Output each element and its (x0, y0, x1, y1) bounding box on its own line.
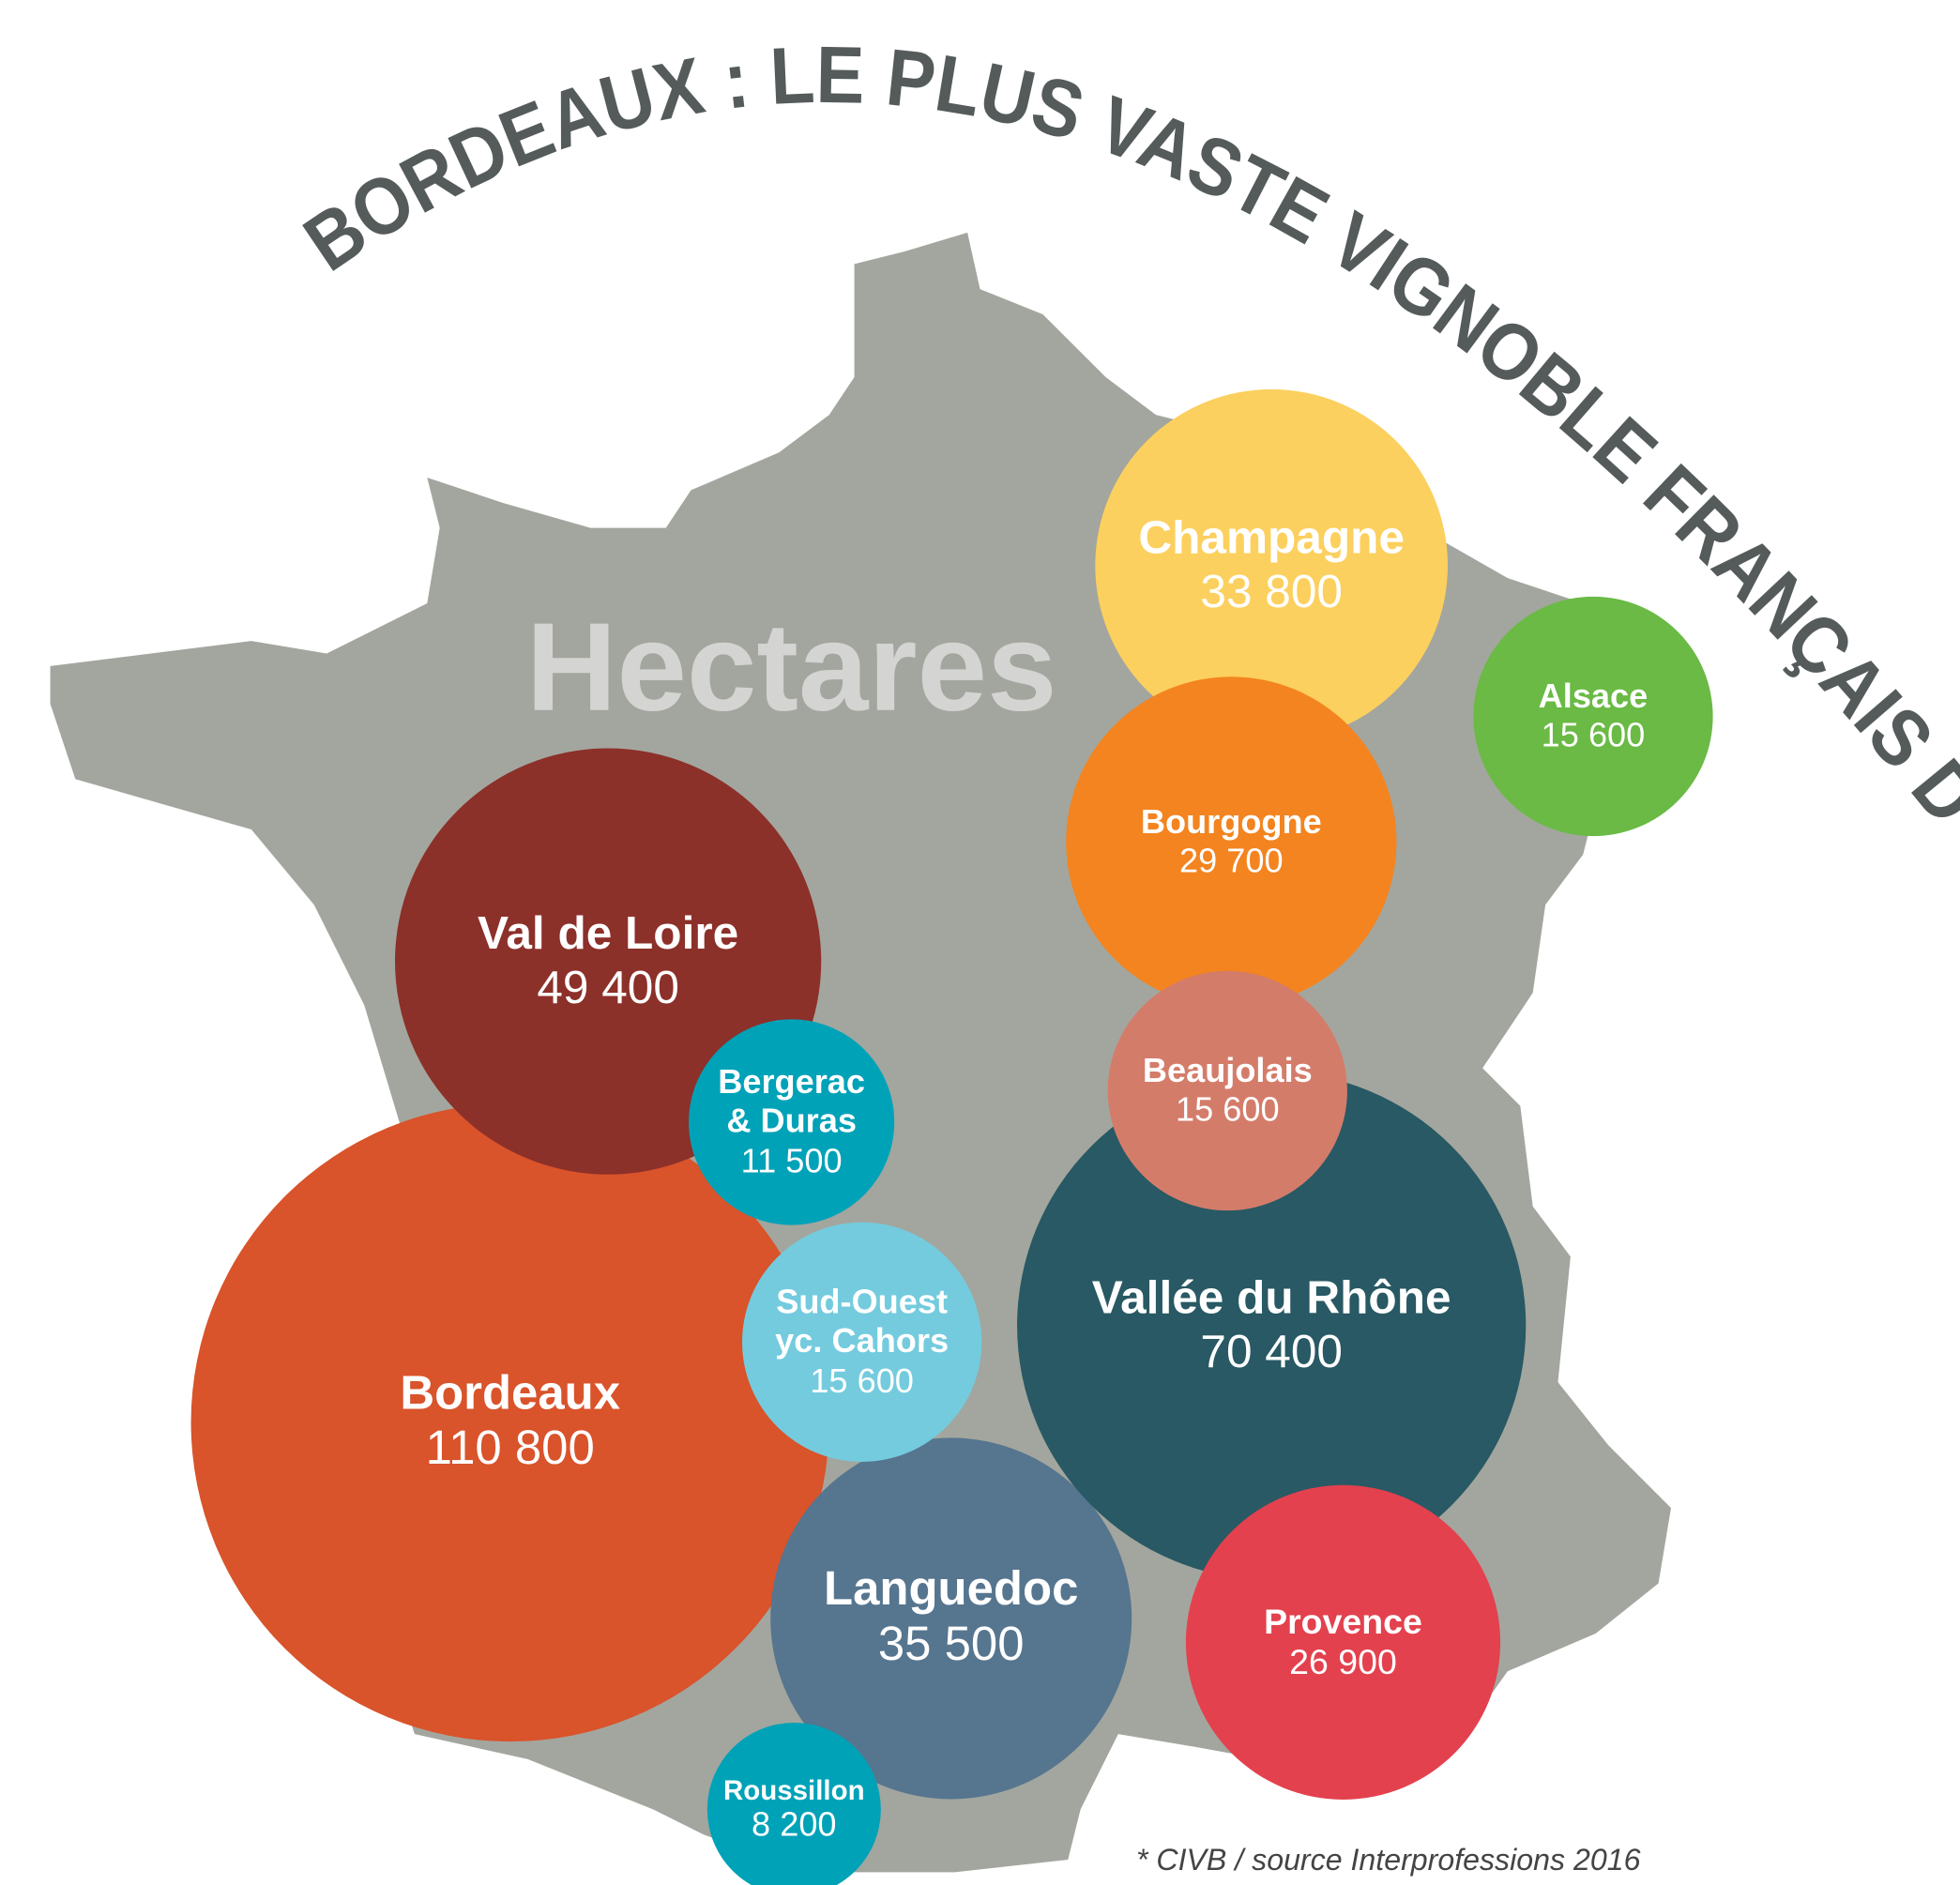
value-label: 8 200 (752, 1805, 837, 1844)
label-box: Roussillon 8 200 (707, 1723, 881, 1885)
region-name: Provence (1264, 1602, 1422, 1641)
bubble (689, 1019, 895, 1225)
label-box: Provence 26 900 (1186, 1485, 1500, 1800)
bubble (1107, 970, 1347, 1211)
bubble (707, 1722, 881, 1885)
region-name: Bourgogne (1140, 802, 1322, 841)
region-name: Vallée du Rhône (1091, 1271, 1451, 1324)
bubble (770, 1437, 1132, 1800)
bubble (1095, 388, 1449, 742)
region-name: Roussillon (723, 1773, 865, 1806)
value-label: 26 900 (1289, 1642, 1397, 1681)
subtitle: Hectares (526, 598, 1057, 737)
label-box: Champagne 33 800 (1096, 389, 1448, 742)
value-label: 33 800 (1200, 565, 1343, 617)
value-label: 11 500 (740, 1141, 843, 1179)
region-name: Bergerac & Duras (718, 1063, 866, 1141)
region-name: Languedoc (823, 1563, 1079, 1617)
value-label: 29 700 (1179, 842, 1284, 880)
region-name: Alsace (1538, 676, 1649, 716)
bubble (190, 1102, 829, 1742)
label-box: Alsace 15 600 (1474, 597, 1712, 836)
bubble (1473, 596, 1713, 837)
region-name: Champagne (1138, 511, 1405, 564)
region-name: Val de Loire (478, 907, 739, 960)
value-label: 49 400 (537, 961, 679, 1013)
value-label: 110 800 (425, 1422, 595, 1476)
label-box: Sud-Ouest yc. Cahors 15 600 (761, 1223, 962, 1462)
value-label: 70 400 (1200, 1325, 1343, 1377)
region-name: Beaujolais (1142, 1051, 1313, 1090)
value-label: 35 500 (877, 1618, 1025, 1672)
value-label: 15 600 (810, 1361, 914, 1400)
region-name: Bordeaux (400, 1367, 621, 1421)
label-box: Bergerac & Duras 11 500 (704, 1019, 879, 1224)
footnote: * CIVB / source Interprofessions 2016 (1136, 1843, 1641, 1877)
bubble (1185, 1484, 1501, 1800)
label-box: Bourgogne 29 700 (1067, 676, 1396, 1007)
label-box: Bordeaux 110 800 (259, 1103, 762, 1741)
label-box: Val de Loire 49 400 (407, 748, 810, 1174)
value-label: 15 600 (1541, 716, 1646, 754)
value-label: 15 600 (1176, 1090, 1280, 1129)
region-name: Sud-Ouest yc. Cahors (775, 1283, 950, 1361)
bubble (1066, 676, 1397, 1008)
label-box: Vallée du Rhône 70 400 (1020, 1072, 1523, 1580)
bubble (741, 1222, 982, 1462)
bubble (1017, 1071, 1527, 1581)
label-box: Beaujolais 15 600 (1108, 971, 1346, 1210)
label-box: Languedoc 35 500 (769, 1437, 1133, 1799)
